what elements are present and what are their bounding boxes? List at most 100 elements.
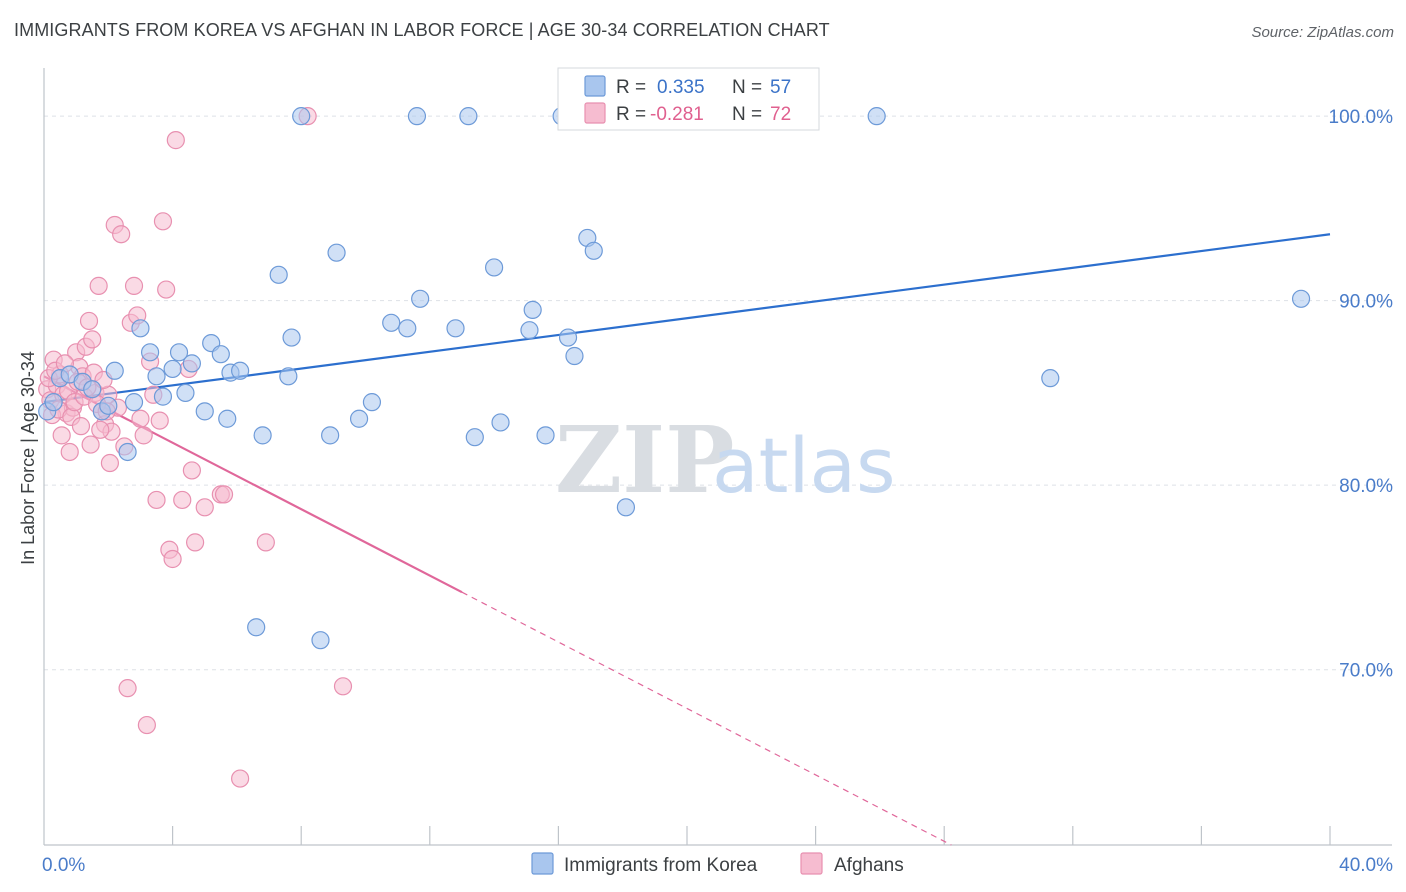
stats-legend-swatch-pink [584,102,606,124]
trend-lines [43,233,1331,846]
blue-point-41 [459,107,478,126]
blue-point-55 [867,107,886,126]
stats-n-label-blue: N = [732,77,762,98]
blue-point-5 [83,380,102,399]
y-tick-label-80: 80.0% [1339,476,1393,497]
blue-point-27 [269,265,288,284]
watermark-zip: ZIP [555,406,734,514]
stats-r-label-blue: R = [616,77,646,98]
grid-lines [44,115,1392,671]
blue-point-19 [195,402,214,421]
blue-point-33 [327,243,346,262]
pink-point-47 [214,485,234,504]
blue-point-7 [99,396,118,415]
pink-point-43 [182,461,201,480]
y-tick-label-70: 70.0% [1339,661,1393,682]
blue-point-25 [247,618,266,637]
chart-title: IMMIGRANTS FROM KOREA VS AFGHAN IN LABOR… [14,20,830,40]
blue-point-12 [140,343,160,362]
blue-point-37 [398,319,417,338]
y-tick-label-100: 100.0% [1329,107,1394,128]
blue-point-10 [124,393,144,412]
pink-point-45 [195,498,214,517]
pink-point-37 [157,280,176,299]
pink-point-41 [173,490,192,510]
blue-trend-line [43,233,1331,404]
blue-point-14 [153,387,173,406]
blue-point-24 [231,361,250,380]
pink-point-48 [231,769,250,788]
pink-point-68 [91,420,110,439]
pink-point-35 [150,411,169,430]
blue-point-42 [465,428,484,447]
blue-point-28 [279,367,298,386]
pink-point-39 [163,549,182,569]
blue-point-9 [118,442,137,462]
stats-r-label-pink: R = [616,104,646,125]
blue-point-32 [321,426,340,445]
watermark-atlas: atlas [712,421,896,510]
blue-point-38 [407,107,427,126]
stats-n-label-pink: N = [732,104,762,125]
blue-point-36 [382,313,401,332]
y-tick-label-90: 90.0% [1339,292,1393,313]
blue-point-35 [362,393,382,412]
blue-point-13 [147,367,166,386]
blue-point-29 [282,328,301,347]
pink-point-34 [147,490,166,510]
pink-point-65 [81,435,100,454]
blue-point-40 [446,319,465,338]
stats-r-value-pink: -0.281 [650,104,704,125]
blue-point-31 [311,631,330,650]
blue-point-50 [565,346,584,366]
blue-point-47 [536,426,555,445]
legend-swatch-afghans [800,852,823,875]
pink-trend-extension [461,591,952,846]
blue-point-57 [1291,289,1311,308]
blue-point-34 [349,409,369,428]
source-credit: Source: ZipAtlas.com [1251,24,1394,41]
pink-point-51 [333,677,353,696]
blue-point-30 [292,107,311,126]
pink-point-31 [137,715,156,735]
stats-legend-swatch-blue [584,75,606,97]
pink-point-36 [153,212,173,231]
pink-point-16 [89,276,108,295]
blue-point-52 [584,241,603,260]
y-axis-title: In Labor Force | Age 30-34 [18,351,38,565]
pink-point-49 [256,533,275,552]
blue-point-56 [1041,369,1060,388]
blue-point-15 [163,359,182,379]
blue-point-49 [558,328,578,347]
x-tick-label-min: 0.0% [42,855,85,876]
blue-point-26 [253,426,272,445]
blue-point-8 [105,361,124,380]
blue-point-16 [169,343,189,362]
pink-point-13 [79,311,99,331]
blue-point-22 [218,409,237,428]
pink-point-29 [131,409,150,428]
blue-point-11 [131,319,150,338]
y-tick-labels: 70.0% 80.0% 90.0% 100.0% [1329,107,1394,682]
blue-point-17 [176,383,195,403]
pink-point-14 [83,330,102,349]
x-tick-labels: 0.0% 40.0% [42,855,1393,876]
blue-point-45 [520,321,539,340]
blue-point-18 [182,354,201,373]
blue-point-46 [523,300,542,319]
legend-swatch-korea [531,852,554,875]
data-points [38,107,1311,788]
axes [43,68,1392,846]
legend-label-afghans: Afghans [834,855,904,876]
x-tick-label-max: 40.0% [1339,855,1393,876]
pink-point-27 [124,276,144,295]
pink-point-44 [186,533,205,552]
pink-point-56 [52,426,71,445]
pink-point-7 [60,442,79,462]
legend-label-korea: Immigrants from Korea [564,855,758,876]
blue-point-43 [485,258,504,277]
blue-point-39 [411,289,430,308]
pink-point-25 [118,679,137,698]
blue-point-44 [491,413,510,432]
